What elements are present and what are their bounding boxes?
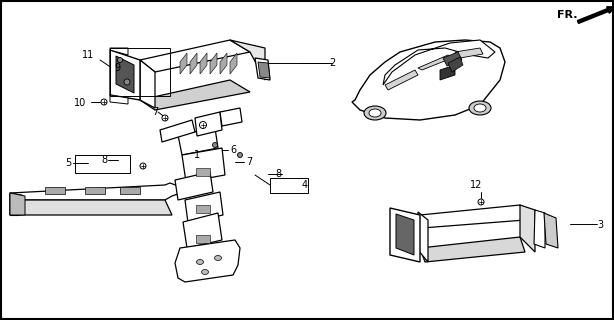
Polygon shape <box>448 57 463 72</box>
Polygon shape <box>110 95 128 104</box>
Polygon shape <box>120 187 140 194</box>
Text: 5: 5 <box>65 158 71 168</box>
Ellipse shape <box>364 106 386 120</box>
Ellipse shape <box>474 104 486 112</box>
Text: 7: 7 <box>246 157 252 167</box>
Polygon shape <box>182 148 225 182</box>
Polygon shape <box>10 193 18 215</box>
Circle shape <box>162 115 168 121</box>
Polygon shape <box>255 58 270 80</box>
Polygon shape <box>420 205 525 228</box>
Polygon shape <box>110 50 140 100</box>
Polygon shape <box>534 210 545 248</box>
Ellipse shape <box>369 109 381 117</box>
Text: 11: 11 <box>82 50 94 60</box>
Text: 2: 2 <box>329 58 335 68</box>
Polygon shape <box>220 53 227 74</box>
Polygon shape <box>258 62 270 78</box>
Polygon shape <box>418 55 452 70</box>
Text: 4: 4 <box>302 180 308 190</box>
Ellipse shape <box>201 269 209 275</box>
Polygon shape <box>45 187 65 194</box>
Text: 7: 7 <box>152 107 158 117</box>
Polygon shape <box>200 53 207 74</box>
Polygon shape <box>110 48 128 55</box>
Polygon shape <box>140 60 155 108</box>
Ellipse shape <box>469 101 491 115</box>
Text: 1: 1 <box>194 150 200 160</box>
Text: FR.: FR. <box>557 10 577 20</box>
Polygon shape <box>440 65 455 80</box>
Polygon shape <box>160 120 195 142</box>
Text: 8: 8 <box>275 169 281 179</box>
Bar <box>75 155 130 173</box>
Polygon shape <box>385 70 418 90</box>
Polygon shape <box>390 208 420 262</box>
Polygon shape <box>544 213 558 248</box>
Polygon shape <box>352 40 505 120</box>
Text: 3: 3 <box>597 220 603 230</box>
Ellipse shape <box>214 255 222 260</box>
Polygon shape <box>190 53 197 74</box>
Polygon shape <box>196 168 210 176</box>
Circle shape <box>101 99 107 105</box>
Circle shape <box>238 153 243 157</box>
Circle shape <box>478 199 484 205</box>
Circle shape <box>117 58 123 62</box>
Bar <box>110 48 170 96</box>
Polygon shape <box>443 52 462 66</box>
Polygon shape <box>140 40 250 72</box>
Polygon shape <box>383 40 495 85</box>
Text: 9: 9 <box>114 63 120 73</box>
Polygon shape <box>520 205 535 252</box>
Polygon shape <box>396 214 414 255</box>
Circle shape <box>200 122 206 129</box>
Polygon shape <box>183 213 222 248</box>
Polygon shape <box>180 53 187 74</box>
Polygon shape <box>455 48 483 58</box>
Polygon shape <box>10 193 25 215</box>
Polygon shape <box>210 53 217 74</box>
Text: 6: 6 <box>230 145 236 155</box>
Polygon shape <box>140 80 250 110</box>
Polygon shape <box>116 56 134 93</box>
Circle shape <box>124 79 130 85</box>
Polygon shape <box>195 112 222 136</box>
Polygon shape <box>85 187 105 194</box>
FancyArrow shape <box>577 7 614 23</box>
Polygon shape <box>230 40 265 80</box>
Polygon shape <box>178 128 218 155</box>
Bar <box>270 178 308 193</box>
Polygon shape <box>175 240 240 282</box>
Ellipse shape <box>196 260 203 265</box>
Polygon shape <box>10 200 172 215</box>
Polygon shape <box>175 172 213 200</box>
Polygon shape <box>418 212 428 262</box>
Circle shape <box>140 163 146 169</box>
Polygon shape <box>230 53 237 74</box>
Text: 12: 12 <box>470 180 482 190</box>
Polygon shape <box>10 183 183 200</box>
Polygon shape <box>185 192 223 223</box>
Circle shape <box>212 142 217 148</box>
Polygon shape <box>196 205 210 213</box>
Text: 8: 8 <box>101 155 107 165</box>
Text: 10: 10 <box>74 98 86 108</box>
Polygon shape <box>196 235 210 243</box>
Polygon shape <box>10 193 22 215</box>
Polygon shape <box>420 237 525 262</box>
Polygon shape <box>220 108 242 126</box>
